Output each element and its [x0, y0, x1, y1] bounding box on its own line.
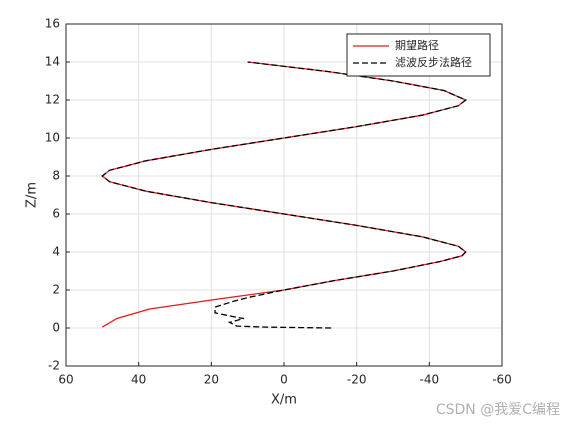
y-tick-label: 6: [52, 207, 60, 221]
y-tick-label: 12: [45, 93, 60, 107]
x-tick-label: 0: [280, 373, 288, 387]
x-tick-label: -20: [347, 373, 367, 387]
plot-frame: [65, 23, 503, 367]
y-tick-label: 4: [52, 245, 60, 259]
y-tick-label: 2: [52, 283, 60, 297]
x-tick-label: 20: [204, 373, 219, 387]
legend-label: 期望路径: [395, 39, 439, 52]
y-tick-label: -2: [48, 359, 60, 373]
x-tick-label: -40: [420, 373, 440, 387]
legend-label: 滤波反步法路径: [395, 55, 472, 69]
legend-box: [346, 33, 491, 77]
x-tick-label: -60: [492, 373, 512, 387]
y-tick-label: 16: [45, 17, 60, 31]
x-tick-label: 40: [131, 373, 146, 387]
x-tick-label: 60: [58, 373, 73, 387]
y-axis-label: Z/m: [25, 182, 40, 208]
x-axis-label: X/m: [271, 393, 297, 408]
y-tick-label: 14: [45, 55, 60, 69]
y-tick-label: 8: [52, 169, 60, 183]
series-line: [101, 61, 467, 329]
y-tick-label: 10: [45, 131, 60, 145]
watermark: CSDN @我爱C编程: [436, 402, 560, 418]
y-tick-label: 0: [52, 321, 60, 335]
